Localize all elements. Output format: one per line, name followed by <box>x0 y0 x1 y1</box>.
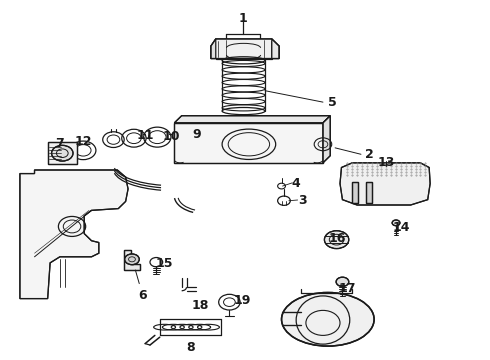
Polygon shape <box>352 182 358 203</box>
Text: 8: 8 <box>186 341 195 354</box>
Text: 11: 11 <box>136 129 154 142</box>
Polygon shape <box>272 39 279 59</box>
Text: 14: 14 <box>392 221 410 234</box>
Text: 9: 9 <box>192 128 200 141</box>
Circle shape <box>51 145 73 161</box>
Text: 3: 3 <box>298 194 307 207</box>
Polygon shape <box>366 182 372 203</box>
Text: 12: 12 <box>74 135 92 148</box>
Text: 10: 10 <box>163 130 180 143</box>
Circle shape <box>324 231 349 249</box>
Text: 2: 2 <box>365 148 373 162</box>
Polygon shape <box>48 143 77 164</box>
Text: 13: 13 <box>378 156 395 169</box>
Circle shape <box>124 254 139 265</box>
Text: 17: 17 <box>339 283 356 296</box>
Polygon shape <box>20 170 128 298</box>
Ellipse shape <box>282 293 374 346</box>
Circle shape <box>336 277 349 287</box>
Text: 15: 15 <box>156 257 173 270</box>
Polygon shape <box>340 163 430 205</box>
Text: 16: 16 <box>329 233 346 246</box>
Polygon shape <box>211 39 279 59</box>
Text: 19: 19 <box>234 294 251 307</box>
Polygon shape <box>323 116 330 163</box>
Text: 7: 7 <box>55 137 64 150</box>
Polygon shape <box>211 39 216 59</box>
Polygon shape <box>174 116 330 123</box>
Text: 5: 5 <box>328 96 337 109</box>
Text: 18: 18 <box>192 299 209 312</box>
Circle shape <box>392 220 400 226</box>
Text: 1: 1 <box>238 12 247 25</box>
Polygon shape <box>174 123 323 163</box>
Text: 6: 6 <box>138 288 147 302</box>
Text: 4: 4 <box>291 177 300 190</box>
Polygon shape <box>124 249 140 270</box>
